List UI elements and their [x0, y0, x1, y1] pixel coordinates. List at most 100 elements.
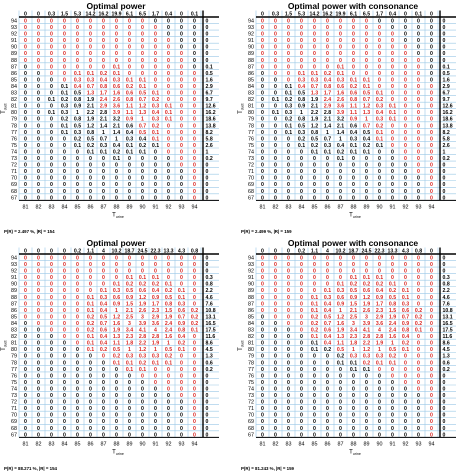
table-cell: 0: [274, 406, 277, 412]
x-tick-label: 84: [62, 441, 68, 447]
table-cell: 0: [300, 163, 303, 169]
table-cell: 0: [167, 380, 170, 386]
table-cell: 0: [102, 419, 105, 425]
x-tick-label: 84: [62, 204, 68, 210]
table-cell: 0: [76, 32, 79, 38]
table-cell: 0: [261, 347, 264, 353]
table-cell: 0: [50, 275, 53, 281]
table-cell: 0.1: [389, 104, 396, 110]
table-cell: 0: [391, 77, 394, 83]
table-cell: 0.1: [376, 130, 383, 136]
table-cell: 0.6: [337, 295, 344, 301]
y-tick-label: 75: [11, 143, 17, 149]
table-cell: 0: [261, 97, 264, 103]
table-cell: 0: [300, 301, 303, 307]
table-cell: 0.1: [376, 275, 383, 281]
row-total: 0: [443, 262, 446, 268]
row-total: 0.8: [206, 282, 213, 288]
y-tick-label: 92: [11, 32, 17, 38]
table-cell: 0.2: [337, 149, 344, 155]
x-tick-label: 93: [416, 441, 422, 447]
table-cell: 0: [115, 38, 118, 44]
table-cell: 0: [430, 262, 433, 268]
table-cell: 0: [365, 255, 368, 261]
table-cell: 0: [326, 169, 329, 175]
table-cell: 0.1: [272, 97, 279, 103]
table-cell: 0: [404, 367, 407, 373]
y-tick-label: 70: [11, 176, 17, 182]
x-tick-label: 86: [88, 441, 94, 447]
x-tick-label: 94: [192, 204, 198, 210]
table-cell: 0.1: [152, 130, 159, 136]
table-cell: 0: [430, 163, 433, 169]
table-cell: 0: [404, 189, 407, 195]
table-cell: 0: [430, 71, 433, 77]
table-cell: 0: [300, 400, 303, 406]
table-cell: 0: [261, 38, 264, 44]
table-cell: 0.1: [285, 84, 292, 90]
y-tick-label: 67: [248, 195, 254, 201]
table-cell: 0: [180, 110, 183, 116]
table-cell: 0: [417, 432, 420, 438]
y-tick-label: 71: [248, 406, 254, 412]
table-cell: 0: [339, 195, 342, 201]
table-cell: 0: [50, 413, 53, 419]
table-cell: 0: [24, 97, 27, 103]
table-cell: 0: [102, 393, 105, 399]
table-cell: 4: [154, 328, 157, 334]
table-cell: 0: [76, 426, 79, 432]
table-cell: 0.1: [337, 282, 344, 288]
table-cell: 0: [274, 269, 277, 275]
table-cell: 0.1: [126, 360, 133, 366]
table-cell: 0: [167, 169, 170, 175]
table-cell: 0.4: [126, 130, 133, 136]
table-cell: 0: [326, 64, 329, 70]
table-cell: 0: [339, 38, 342, 44]
row-total: 0.2: [443, 156, 450, 162]
table-cell: 0.8: [74, 97, 81, 103]
table-cell: 0: [274, 328, 277, 334]
y-tick-label: 88: [248, 58, 254, 64]
table-cell: 0: [352, 25, 355, 31]
y-axis-label: Tduct: [1, 103, 8, 113]
table-cell: 0: [63, 419, 66, 425]
table-cell: 0: [37, 341, 40, 347]
table-cell: 0: [24, 380, 27, 386]
table-cell: 0: [193, 64, 196, 70]
table-cell: 0.6: [113, 84, 120, 90]
table-cell: 1.4: [337, 130, 344, 136]
table-cell: 0: [141, 419, 144, 425]
table-cell: 0: [430, 156, 433, 162]
table-cell: 0.5: [74, 123, 81, 129]
table-cell: 0: [261, 163, 264, 169]
x-tick-label: 92: [403, 441, 409, 447]
column-total: 0: [261, 12, 264, 18]
table-cell: 0: [154, 262, 157, 268]
table-cell: 0: [430, 77, 433, 83]
table-cell: 0: [37, 64, 40, 70]
table-cell: 0.6: [324, 328, 331, 334]
table-cell: 0: [193, 400, 196, 406]
column-total: 24.5: [137, 249, 147, 255]
table-cell: 0: [391, 156, 394, 162]
table-cell: 0: [37, 295, 40, 301]
table-cell: 2.8: [376, 334, 383, 340]
table-cell: 0: [76, 64, 79, 70]
table-cell: 0.1: [363, 77, 370, 83]
table-cell: 1: [365, 117, 368, 123]
table-cell: 0: [50, 367, 53, 373]
table-cell: 1.7: [152, 301, 159, 307]
table-cell: 0: [63, 51, 66, 57]
table-cell: 0: [404, 176, 407, 182]
table-cell: 0: [404, 386, 407, 392]
table-cell: 0: [352, 71, 355, 77]
table-cell: 0.1: [113, 360, 120, 366]
table-cell: 0.1: [337, 360, 344, 366]
table-cell: 0: [63, 275, 66, 281]
y-tick-label: 67: [248, 432, 254, 438]
y-tick-label: 76: [248, 136, 254, 142]
row-total: 1.6: [443, 77, 450, 83]
table-cell: 0: [63, 321, 66, 327]
table-cell: 0: [141, 58, 144, 64]
table-cell: 0.8: [165, 301, 172, 307]
